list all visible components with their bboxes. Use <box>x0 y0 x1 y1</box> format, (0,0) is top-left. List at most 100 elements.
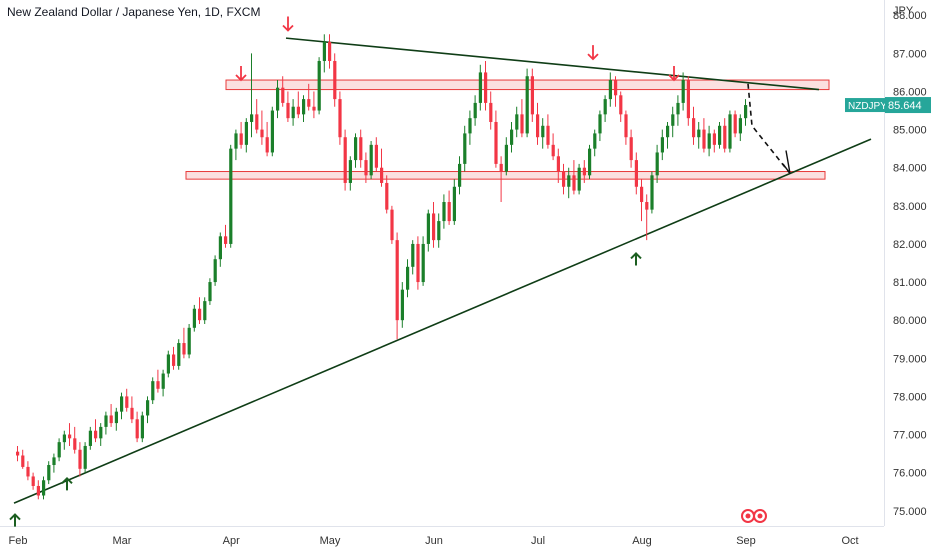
candle-body <box>255 114 259 130</box>
candle-body <box>364 160 368 176</box>
x-tick-label: Oct <box>841 535 858 547</box>
down-arrow-icon <box>587 45 599 61</box>
candle-body <box>208 282 212 302</box>
candle-body <box>728 114 732 149</box>
candle-body <box>296 106 300 115</box>
candle-body <box>463 133 467 164</box>
candle-body <box>447 202 451 222</box>
candle-body <box>265 137 269 153</box>
candle-body <box>36 485 40 496</box>
y-tick-label: 79.000 <box>893 353 927 365</box>
candle-body <box>307 99 311 107</box>
candle-body <box>281 87 285 103</box>
candle-body <box>619 95 623 115</box>
candle-body <box>426 213 430 244</box>
candle-body <box>166 354 170 374</box>
candle-body <box>520 114 524 134</box>
candle-body <box>21 455 25 467</box>
candle-body <box>738 118 742 134</box>
candle-body <box>328 41 332 61</box>
candle-body <box>660 137 664 153</box>
candle-body <box>359 137 363 161</box>
candle-body <box>650 175 654 210</box>
candle-body <box>369 144 373 176</box>
candle-body <box>562 171 566 187</box>
candle-body <box>437 221 441 241</box>
candle-body <box>286 102 290 119</box>
candle-body <box>187 327 191 355</box>
candle-body <box>478 72 482 103</box>
candle-body <box>203 301 207 321</box>
down-arrow-icon <box>668 66 680 82</box>
candle-body <box>744 105 748 119</box>
candle-body <box>572 175 576 191</box>
candle-body <box>525 76 529 134</box>
lower-trendline <box>13 138 872 504</box>
candle-body <box>608 80 612 100</box>
candle-body <box>26 466 30 477</box>
candle-body <box>47 465 51 481</box>
candle-body <box>655 152 659 176</box>
candle-body <box>109 415 113 424</box>
candle-body <box>733 114 737 134</box>
candle-body <box>135 419 139 439</box>
candle-body <box>354 137 358 161</box>
chart-title: New Zealand Dollar / Japanese Yen, 1D, F… <box>7 5 260 19</box>
y-tick-label: 84.000 <box>893 163 927 175</box>
candle-body <box>634 160 638 187</box>
candle-body <box>234 133 238 149</box>
y-tick-label: 78.000 <box>893 391 927 403</box>
candle-body <box>681 80 685 103</box>
candle-body <box>416 243 420 283</box>
candle-body <box>52 457 56 466</box>
y-tick-label: 80.000 <box>893 315 927 327</box>
candle-body <box>198 308 202 321</box>
candle-body <box>317 60 321 111</box>
candle-body <box>697 129 701 138</box>
x-tick-label: Feb <box>9 535 28 547</box>
logo-pupil <box>745 513 751 519</box>
x-tick-label: Jun <box>425 535 443 547</box>
candle-body <box>177 343 181 366</box>
candle-body <box>322 41 326 61</box>
candle-body <box>338 99 342 138</box>
candle-body <box>172 354 176 366</box>
candle-body <box>666 125 670 138</box>
candle-body <box>229 148 233 244</box>
candle-body <box>530 76 534 115</box>
candle-body <box>458 163 462 187</box>
candle-body <box>489 102 493 122</box>
candle-body <box>411 243 415 267</box>
candle-body <box>16 451 20 456</box>
candle-body <box>556 156 560 172</box>
candle-body <box>551 144 555 157</box>
y-tick-label: 77.000 <box>893 430 927 442</box>
candle-body <box>192 308 196 328</box>
candle-body <box>42 480 46 496</box>
up-arrow-icon <box>630 252 642 266</box>
candle-body <box>603 99 607 115</box>
candle-body <box>260 129 264 138</box>
tradingview-eyes-icon <box>741 509 767 523</box>
candle-body <box>702 129 706 149</box>
y-tick-label: 87.000 <box>893 48 927 60</box>
candle-body <box>312 106 316 111</box>
y-tick-label: 86.000 <box>893 86 927 98</box>
symbol-tag <box>845 98 885 113</box>
candle-body <box>546 125 550 145</box>
y-tick-label: 82.000 <box>893 239 927 251</box>
candle-body <box>707 133 711 149</box>
candle-body <box>406 266 410 290</box>
candle-body <box>276 87 280 111</box>
candle-body <box>541 125 545 138</box>
down-arrow-icon <box>282 16 294 32</box>
candle-body <box>114 411 118 424</box>
upper-trendline <box>285 37 820 91</box>
candle-body <box>593 133 597 149</box>
candle-body <box>104 415 108 427</box>
x-tick-label: Sep <box>736 535 756 547</box>
candle-body <box>31 476 35 486</box>
candle-body <box>343 137 347 183</box>
candle-body <box>78 449 82 469</box>
